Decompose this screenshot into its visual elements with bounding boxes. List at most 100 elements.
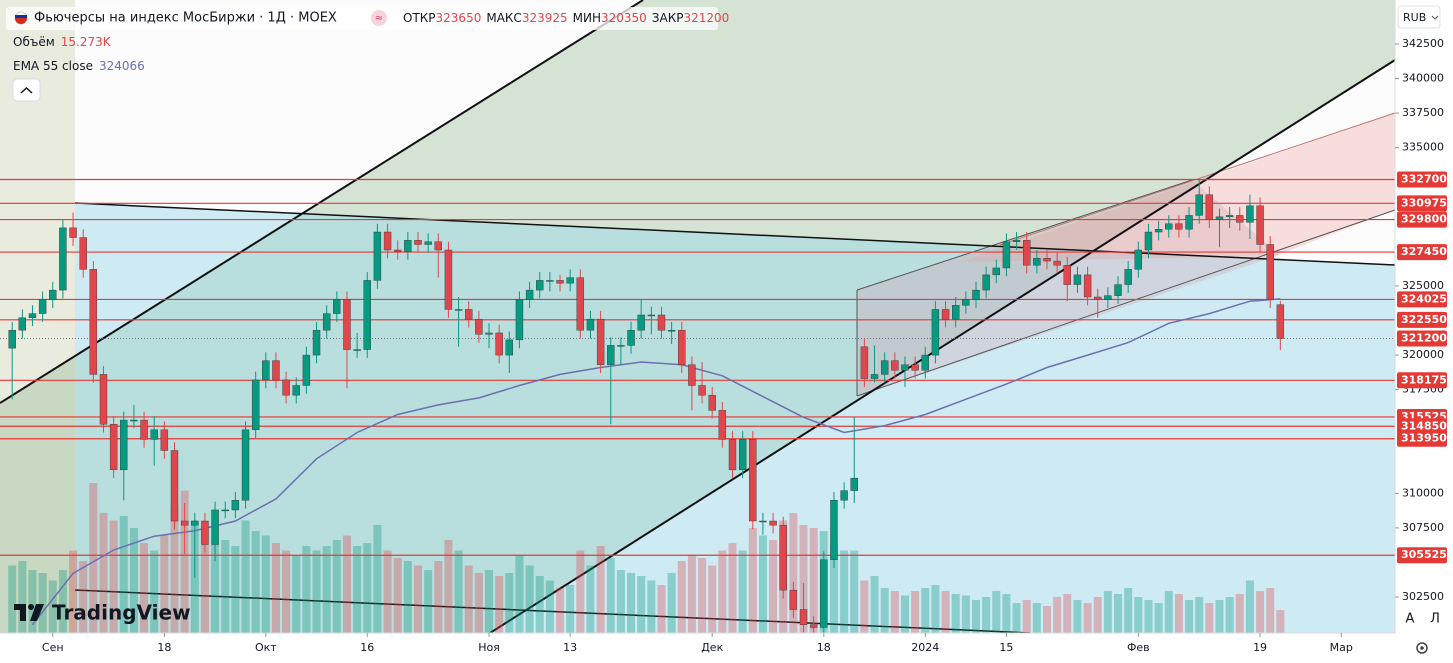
currency-label[interactable]: RUB bbox=[1403, 11, 1426, 24]
candle-body bbox=[1033, 258, 1041, 266]
x-tick-label: 18 bbox=[817, 641, 831, 654]
candle-body bbox=[1256, 205, 1264, 245]
trend-line bbox=[74, 589, 1031, 634]
compare-icon[interactable]: ≈ bbox=[375, 13, 383, 24]
volume-bar bbox=[505, 573, 514, 633]
volume-bar bbox=[1002, 594, 1011, 633]
auto-scale-button[interactable]: A bbox=[1406, 612, 1415, 627]
log-scale-button[interactable]: Л bbox=[1430, 612, 1440, 627]
level-tag bbox=[1397, 372, 1447, 389]
candle-body bbox=[79, 237, 87, 270]
volume-bar bbox=[434, 561, 443, 633]
candle-body bbox=[333, 299, 341, 314]
volume-bar bbox=[150, 550, 159, 633]
volume-bar bbox=[302, 546, 311, 633]
level-label: 314850 bbox=[1401, 419, 1447, 432]
volume-bar bbox=[1103, 591, 1112, 633]
volume-bar bbox=[1093, 597, 1102, 633]
level-tag bbox=[1397, 547, 1447, 564]
volume-bar bbox=[545, 580, 554, 633]
volume-bar bbox=[18, 561, 27, 633]
volume-bar bbox=[880, 588, 889, 633]
volume-bar bbox=[1053, 597, 1062, 633]
volume-bar bbox=[687, 555, 696, 633]
candle-body bbox=[444, 249, 453, 310]
level-tag bbox=[1397, 418, 1447, 435]
candle-body bbox=[201, 520, 209, 545]
candle-body bbox=[38, 299, 47, 314]
candle-body bbox=[1195, 194, 1203, 216]
volume-bar bbox=[667, 573, 676, 633]
collapse-button[interactable] bbox=[12, 78, 41, 102]
volume-bar bbox=[129, 528, 138, 633]
candle-body bbox=[962, 299, 970, 306]
volume-bar bbox=[271, 543, 280, 633]
volume-bar bbox=[119, 516, 128, 633]
level-label: 305525 bbox=[1401, 548, 1447, 561]
level-tag bbox=[1397, 311, 1447, 328]
level-tag bbox=[1397, 195, 1447, 212]
ema-line bbox=[31, 298, 1281, 626]
y-tick-label: 302500 bbox=[1402, 590, 1444, 603]
header-background bbox=[6, 7, 718, 30]
collapse-icon[interactable] bbox=[20, 86, 33, 94]
candle-body bbox=[637, 314, 645, 331]
volume-bar bbox=[1124, 588, 1133, 633]
settings-button[interactable] bbox=[1420, 646, 1424, 650]
volume-bar bbox=[1195, 597, 1204, 633]
candle-body bbox=[505, 339, 514, 356]
candle-body bbox=[221, 509, 229, 512]
level-label: 313950 bbox=[1401, 432, 1447, 445]
level-tag bbox=[1397, 244, 1447, 261]
candle-body bbox=[647, 314, 656, 317]
candle-body bbox=[1104, 295, 1112, 300]
candle-body bbox=[688, 364, 696, 386]
candle-body bbox=[414, 240, 422, 245]
volume-bar bbox=[1073, 600, 1082, 633]
last-price-tag bbox=[1397, 330, 1447, 347]
x-tick-label: 16 bbox=[360, 641, 374, 654]
candle-body bbox=[454, 309, 463, 311]
volume-bar bbox=[728, 543, 737, 633]
volume-bar bbox=[28, 570, 37, 633]
compare-icon[interactable] bbox=[371, 10, 387, 26]
dropdown-icon[interactable] bbox=[1431, 15, 1439, 20]
candle-body bbox=[231, 500, 240, 511]
candle-body bbox=[718, 410, 727, 440]
candle-body bbox=[109, 424, 118, 471]
volume-bar bbox=[556, 588, 565, 633]
volume-bar bbox=[535, 576, 544, 633]
candle-body bbox=[911, 364, 919, 371]
candle-body bbox=[1053, 260, 1061, 266]
candle-body bbox=[89, 269, 98, 375]
triangle-zone bbox=[75, 203, 1395, 633]
settings-button[interactable] bbox=[1416, 642, 1428, 654]
volume-bar bbox=[718, 550, 727, 633]
candle-body bbox=[1144, 231, 1153, 251]
volume-bar bbox=[911, 591, 920, 633]
indicator-value: 324066 bbox=[99, 59, 145, 73]
volume-bar bbox=[789, 513, 798, 633]
volume-bar bbox=[971, 600, 980, 633]
volume-bar bbox=[140, 543, 149, 633]
candle-body bbox=[1002, 241, 1011, 269]
x-tick-label: 18 bbox=[157, 641, 171, 654]
volume-bar bbox=[921, 588, 930, 633]
volume-bar bbox=[424, 570, 433, 633]
candle-body bbox=[1094, 296, 1102, 300]
volume-bar bbox=[941, 591, 950, 633]
candle-body bbox=[1154, 229, 1163, 233]
volume-bar bbox=[403, 561, 412, 633]
candle-body bbox=[150, 429, 158, 440]
currency-select[interactable] bbox=[1397, 5, 1441, 29]
logo-icon bbox=[30, 604, 44, 621]
candles-layer bbox=[8, 179, 1285, 636]
volume-bar bbox=[58, 570, 67, 633]
candle-body bbox=[880, 360, 889, 375]
volume-bar bbox=[180, 490, 189, 633]
candle-body bbox=[241, 429, 250, 501]
candle-body bbox=[262, 360, 270, 381]
volume-bar bbox=[1114, 594, 1123, 633]
candle-body bbox=[1124, 269, 1132, 285]
levels-layer bbox=[0, 178, 1395, 556]
